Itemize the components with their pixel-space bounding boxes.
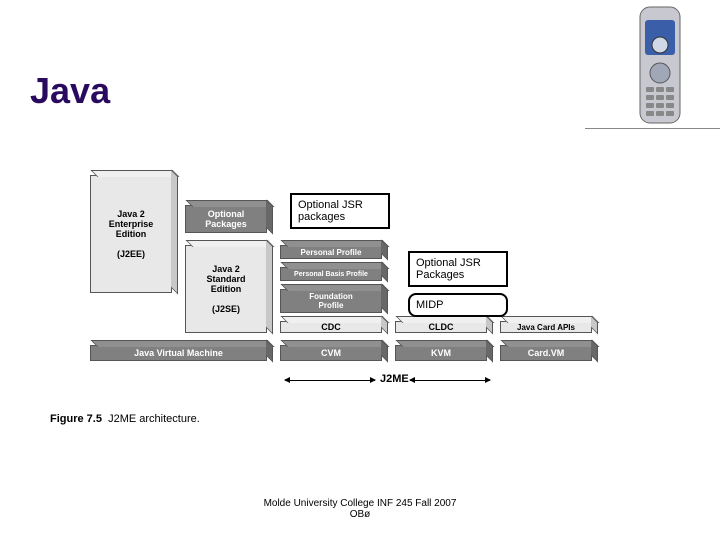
box-cdc: CDC <box>280 321 382 333</box>
box-cvm: CVM <box>280 345 382 361</box>
page-title: Java <box>30 70 110 112</box>
box-cardvm: Card.VM <box>500 345 592 361</box>
box-cldc: CLDC <box>395 321 487 333</box>
overlay-optional-jsr-2: Optional JSR Packages <box>408 251 508 287</box>
box-j2ee: Java 2 Enterprise Edition (J2EE) <box>90 175 172 293</box>
figure-caption: Figure 7.5 J2ME architecture. <box>50 413 200 425</box>
box-personal-basis: Personal Basis Profile <box>280 267 382 281</box>
box-personal-profile: Personal Profile <box>280 245 382 259</box>
box-javacard: Java Card APIs <box>500 321 592 333</box>
box-j2se: Java 2 Standard Edition (J2SE) <box>185 245 267 333</box>
footer-line1: Molde University College INF 245 Fall 20… <box>0 498 720 509</box>
j2me-arrow-right <box>410 380 490 381</box>
box-jvm: Java Virtual Machine <box>90 345 267 361</box>
architecture-diagram: Optional Packages Java 2 Enterprise Edit… <box>90 175 670 435</box>
mobile-phone-image <box>630 5 690 125</box>
overlay-midp: MIDP <box>408 293 508 317</box>
j2me-arrow-left <box>285 380 375 381</box>
j2me-label: J2ME <box>380 373 409 385</box>
box-kvm: KVM <box>395 345 487 361</box>
footer: Molde University College INF 245 Fall 20… <box>0 498 720 520</box>
footer-line2: OBø <box>0 509 720 520</box>
box-optional-packages-2: Optional Packages <box>185 205 267 233</box>
box-foundation: Foundation Profile <box>280 289 382 313</box>
overlay-optional-jsr-1: Optional JSR packages <box>290 193 390 229</box>
header-divider <box>585 128 720 129</box>
